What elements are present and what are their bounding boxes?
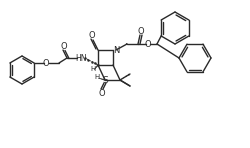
Text: O: O — [60, 41, 67, 50]
Text: HN: HN — [74, 53, 86, 62]
Text: O: O — [144, 40, 151, 49]
Text: H: H — [94, 74, 99, 80]
Polygon shape — [98, 78, 105, 81]
Text: O: O — [98, 89, 105, 98]
Text: H: H — [90, 66, 95, 72]
Text: O: O — [137, 26, 144, 36]
Text: O: O — [42, 58, 49, 67]
Text: S: S — [102, 75, 108, 85]
Polygon shape — [94, 65, 98, 70]
Text: O: O — [88, 30, 95, 40]
Text: N: N — [112, 45, 119, 54]
